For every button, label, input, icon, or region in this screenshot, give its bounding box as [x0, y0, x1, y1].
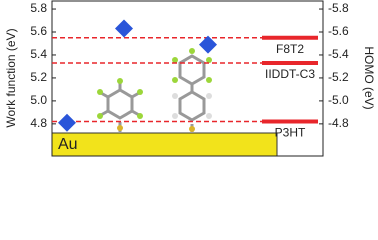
gold-substrate: [51, 132, 278, 157]
plot-frame: [51, 0, 324, 157]
work-function-point: [58, 113, 76, 132]
y2-tick-label: -4.8: [328, 116, 349, 130]
substrate-label: Au: [58, 136, 78, 153]
y-tick-label: 5.0: [30, 93, 47, 107]
y2-tick-label: -5.6: [328, 24, 349, 38]
y-tick-label: 4.8: [30, 116, 47, 130]
y2-tick-label: -5.2: [328, 70, 349, 84]
y-tick-label: 5.2: [30, 70, 47, 84]
y-axis-title: Work function (eV): [4, 28, 18, 127]
molecule-biphenyl: [172, 48, 212, 133]
chart: Au Work function (eV) HOMO (eV) 4.8 5.0 5.…: [4, 0, 376, 157]
molecule-pentafluorophenyl: [97, 78, 143, 133]
y-tick-label: 5.8: [30, 1, 47, 15]
y2-axis-title: HOMO (eV): [362, 46, 376, 109]
work-function-point: [115, 19, 133, 38]
level-label: P3HT: [275, 126, 306, 140]
y-tick-label: 5.4: [30, 47, 47, 61]
level-label: F8T2: [276, 42, 304, 56]
y2-tick-label: -5.0: [328, 93, 349, 107]
y2-tick-label: -5.8: [328, 1, 349, 15]
level-label: IIDDT-C3: [265, 67, 315, 81]
y-tick-label: 5.6: [30, 24, 47, 38]
y2-tick-label: -5.4: [328, 47, 349, 61]
work-function-point: [199, 35, 217, 54]
